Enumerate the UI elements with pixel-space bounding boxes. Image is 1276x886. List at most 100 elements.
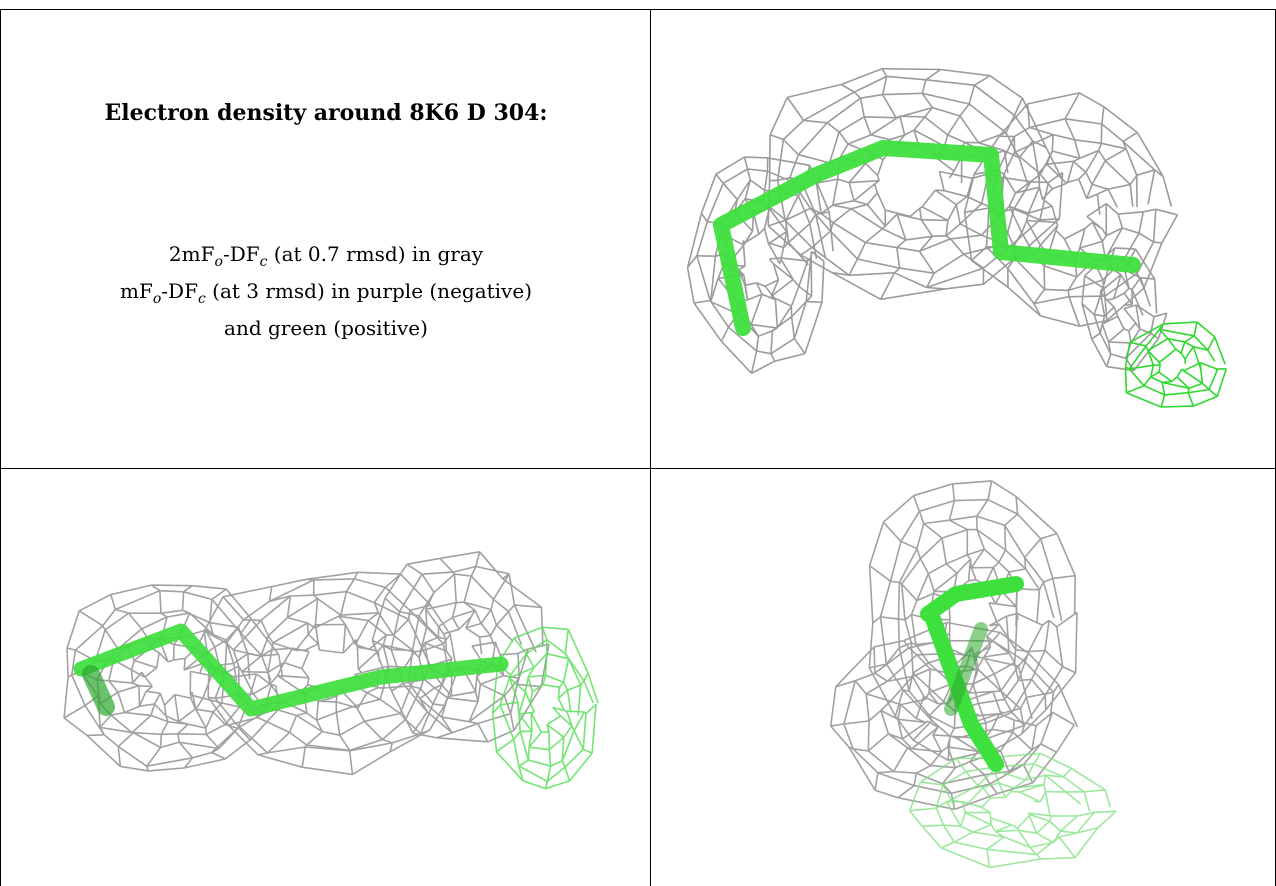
mesh-edge [527,667,535,678]
mesh-edge [1201,382,1210,391]
mesh-edge [1064,118,1102,125]
mesh-edge [314,615,340,629]
mesh-edge [1039,791,1047,803]
mesh-edge [436,737,488,743]
mesh-edge [1014,257,1046,290]
mesh-edge [881,68,888,77]
mesh-edge [561,737,565,761]
mesh-edge [787,83,842,99]
mesh-edge [1044,695,1047,710]
mesh-edge [429,604,451,635]
mesh-edge [1062,665,1076,674]
mesh-edge [870,115,901,136]
electron-density-view-2-icon [63,551,599,790]
mesh-edge [900,583,906,620]
mesh-edge [1041,619,1050,626]
mesh-edge [391,732,421,744]
mesh-edge [1003,836,1031,849]
mesh-edge [110,584,152,596]
mesh-edge [203,596,224,632]
mesh-edge [502,578,542,608]
mesh-edge [968,578,977,582]
mesh-edge [438,616,453,628]
mesh-edge [864,116,897,119]
mesh-edge [1055,222,1059,226]
mesh-edge [124,711,152,717]
mesh-edge [947,746,979,753]
mesh-edge [720,326,730,342]
mesh-edge [912,668,931,678]
mesh-edge [519,731,530,761]
mesh-edge [561,760,566,768]
mesh-edge [761,293,776,301]
mesh-edge [267,731,291,754]
mesh-edge [283,661,303,670]
mesh-edge [934,189,957,206]
mesh-edge [544,781,549,789]
mesh-edge [287,598,319,619]
mesh-edge [797,195,811,225]
mesh-edge [426,625,439,638]
mesh-edge [470,609,476,618]
mesh-edge [1217,367,1227,370]
mesh-edge [478,551,504,580]
mesh-edge [500,701,519,706]
mesh-edge [425,601,457,611]
mesh-edge [471,641,496,647]
mesh-edge [700,173,717,214]
mesh-edge [1107,188,1119,208]
mesh-edge [1090,338,1108,367]
mesh-edge [1011,711,1025,726]
mesh-edge [943,824,961,827]
mesh-edge [1033,295,1070,305]
mesh-edge [1067,290,1070,297]
mesh-edge [769,257,781,260]
mesh-edge [1105,202,1119,215]
mesh-edge [926,267,984,289]
mesh-edge [546,724,550,733]
mesh-edge [160,609,183,614]
mesh-edge [546,652,569,660]
mesh-edge [882,92,923,96]
mesh-edge [1036,836,1060,856]
mesh-edge [746,168,752,181]
mesh-edge [103,734,119,748]
mesh-edge [1110,353,1127,360]
mesh-edge [826,97,861,124]
mesh-edge [970,567,977,580]
mesh-edge [947,134,966,144]
mesh-edge [252,683,271,695]
mesh-edge [423,642,430,667]
mesh-edge [209,622,214,635]
mesh-edge [987,498,1018,515]
mesh-edge [346,590,375,604]
mesh-edge [869,564,891,582]
mesh-edge [470,575,495,600]
mesh-edge [224,723,239,730]
mesh-edge [319,649,344,654]
mesh-edge [945,220,949,236]
mesh-edge [1147,338,1169,352]
mesh-edge [530,712,543,733]
mesh-edge [770,353,776,362]
mesh-edge [179,741,220,750]
mesh-edge [927,720,939,728]
mesh-edge [912,720,933,741]
mesh-edge [1060,830,1078,834]
mesh-edge [167,721,189,725]
mesh-edge [288,715,298,733]
mesh-edge [963,212,973,261]
mesh-edge [1128,368,1145,387]
mesh-edge [1078,178,1088,199]
mesh-edge [868,709,882,722]
mesh-edge [189,697,197,710]
mesh-edge [478,636,483,655]
mesh-edge [1067,178,1080,184]
mesh-edge [434,684,443,689]
mesh-edge [480,623,492,637]
mesh-edge [1049,692,1055,720]
mesh-edge [271,684,276,687]
mesh-edge [99,714,112,728]
mesh-edge [1094,810,1117,814]
mesh-edge [832,199,855,206]
